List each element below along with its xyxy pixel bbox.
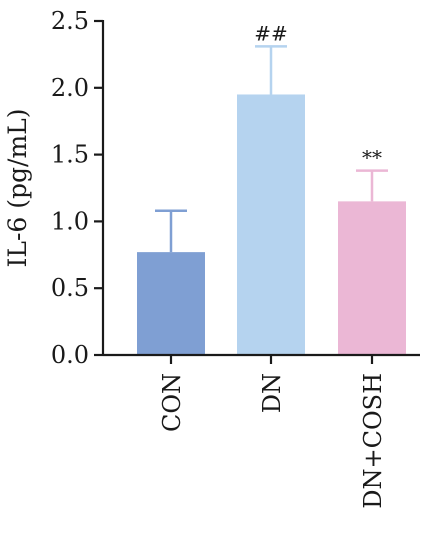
y-tick-label-2: 1.0 [51, 207, 89, 235]
annotation-1: ## [254, 21, 288, 45]
x-tick-label-2: DN+COSH [359, 373, 387, 509]
bar-2 [338, 201, 406, 355]
y-tick-label-3: 1.5 [51, 141, 89, 169]
y-tick-label-4: 2.0 [51, 74, 89, 102]
y-tick-label-5: 2.5 [51, 7, 89, 35]
bar-0 [137, 252, 205, 355]
x-tick-label-1: DN [258, 373, 286, 413]
bar-1 [237, 94, 305, 355]
y-tick-label-0: 0.0 [51, 341, 89, 369]
y-tick-label-1: 0.5 [51, 274, 89, 302]
y-axis-label: IL-6 (pg/mL) [3, 108, 32, 267]
annotation-2: ** [362, 146, 382, 170]
x-tick-label-0: CON [158, 373, 186, 432]
